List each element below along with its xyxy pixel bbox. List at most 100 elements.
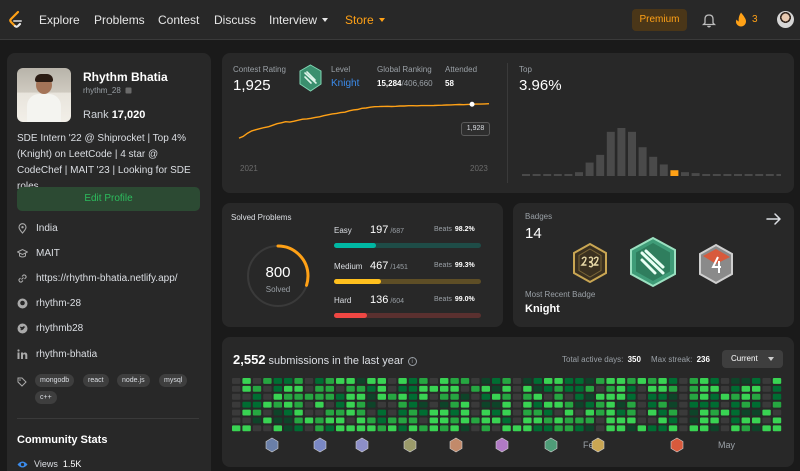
nav-store[interactable]: Store — [345, 13, 385, 27]
linkedin-row[interactable]: rhythm-bhatia — [17, 349, 97, 360]
nav-problems[interactable]: Problems — [94, 13, 145, 27]
heatmap-cell-active — [533, 425, 542, 432]
heatmap-cell-active — [585, 385, 594, 392]
heatmap-cell-active — [731, 393, 740, 400]
monthly-badge-icon — [403, 437, 417, 453]
heatmap-cell-active — [720, 409, 730, 416]
twitter-row[interactable]: rhythmb28 — [17, 323, 83, 334]
heatmap-cell-active — [700, 425, 709, 432]
skill-tag[interactable]: mysql — [159, 374, 188, 387]
heatmap-cell-active — [284, 409, 293, 416]
heatmap-cell-active — [710, 378, 719, 384]
fire-streak-icon[interactable] — [735, 12, 747, 27]
knight-badge-large-icon[interactable] — [628, 236, 678, 288]
rating-distribution-histogram[interactable] — [519, 115, 781, 177]
distribution-bar — [755, 174, 764, 176]
solved-progress-ring[interactable] — [245, 243, 311, 309]
submission-heatmap[interactable] — [232, 378, 784, 434]
rating-history-chart[interactable] — [236, 100, 492, 142]
distribution-bar — [596, 154, 605, 176]
heatmap-cell-active — [408, 385, 418, 392]
edit-profile-button[interactable]: Edit Profile — [17, 187, 200, 211]
heatmap-cell-active — [741, 385, 750, 392]
skill-tag[interactable]: react — [83, 374, 109, 387]
difficulty-progress-fill — [334, 243, 377, 248]
heatmap-cell-active — [575, 378, 584, 384]
skill-tag[interactable]: c++ — [35, 391, 57, 404]
difficulty-progress-track — [334, 243, 481, 248]
heatmap-cell-active — [533, 401, 542, 408]
info-icon[interactable]: i — [407, 357, 417, 366]
month-label: Feb — [583, 440, 599, 450]
heatmap-cell-empty — [304, 401, 314, 408]
website-link[interactable]: https://rhythm-bhatia.netlify.app/ — [36, 273, 178, 284]
twitter-link[interactable]: rhythmb28 — [36, 323, 84, 334]
profile-username: rhythm_28 — [83, 86, 132, 95]
heatmap-cell-active — [304, 393, 314, 400]
nav-explore[interactable]: Explore — [39, 13, 80, 27]
skill-tag[interactable]: node.js — [117, 374, 150, 387]
github-link[interactable]: rhythm-28 — [36, 298, 82, 309]
heatmap-cell-empty — [336, 385, 345, 392]
difficulty-progress-fill — [334, 313, 368, 318]
heatmap-cell-empty — [471, 393, 480, 400]
submissions-label: submissions in the last year — [268, 355, 404, 367]
heatmap-cell-active — [741, 393, 750, 400]
heatmap-cell-active — [315, 417, 324, 424]
heatmap-cell-empty — [304, 409, 314, 416]
top-percent-label: Top — [519, 65, 532, 74]
arrow-right-icon[interactable] — [766, 212, 782, 226]
website-row[interactable]: https://rhythm-bhatia.netlify.app/ — [17, 273, 178, 284]
heatmap-cell-active — [658, 417, 667, 424]
heatmap-cell-empty — [471, 378, 480, 384]
heatmap-cell-active — [294, 417, 303, 424]
divider — [17, 418, 199, 419]
heatmap-cell-active — [554, 401, 563, 408]
github-row[interactable]: rhythm-28 — [17, 298, 81, 309]
heatmap-cell-active — [700, 401, 709, 408]
heatmap-cell-empty — [471, 409, 480, 416]
user-avatar[interactable] — [777, 11, 794, 28]
distribution-bar — [532, 174, 541, 176]
beats-label: Beats — [434, 296, 452, 303]
heatmap-cell-active — [492, 417, 501, 424]
heatmap-cell-active — [700, 378, 709, 384]
heatmap-cell-active — [658, 385, 667, 392]
distribution-bar — [691, 173, 700, 176]
heatmap-cell-empty — [637, 417, 646, 424]
nav-contest[interactable]: Contest — [158, 13, 200, 27]
skill-tag[interactable]: mongodb — [35, 374, 75, 387]
monthly-badge-icon[interactable] — [697, 243, 735, 285]
heatmap-cell-active — [523, 385, 532, 392]
heatmap-cell-active — [575, 425, 584, 432]
heatmap-cell-active — [408, 409, 418, 416]
heatmap-cell-active — [710, 409, 719, 416]
premium-button[interactable]: Premium — [632, 9, 687, 31]
heatmap-cell-active — [627, 378, 636, 384]
heatmap-cell-active — [554, 393, 563, 400]
heatmap-cell-empty — [263, 425, 272, 432]
heatmap-cell-active — [450, 401, 459, 408]
nav-interview[interactable]: Interview — [269, 13, 329, 27]
heatmap-cell-active — [741, 401, 750, 408]
annual-badge-2022-icon[interactable] — [571, 242, 609, 284]
linkedin-link[interactable]: rhythm-bhatia — [36, 349, 98, 360]
x-axis-start-label: 2021 — [240, 164, 258, 173]
heatmap-cell-active — [648, 378, 657, 384]
streak-count[interactable]: 3 — [752, 14, 758, 25]
heatmap-cell-empty — [772, 409, 782, 416]
heatmap-cell-active — [752, 417, 761, 424]
heatmap-cell-active — [741, 409, 750, 416]
distribution-bar — [606, 131, 615, 176]
solved-total: 800 — [265, 264, 291, 281]
nav-discuss[interactable]: Discuss — [214, 13, 257, 27]
leetcode-logo-icon[interactable] — [8, 10, 24, 30]
heatmap-cell-active — [762, 409, 771, 416]
distribution-bar — [564, 174, 573, 176]
difficulty-name: Medium — [334, 262, 363, 271]
heatmap-cell-active — [284, 425, 293, 432]
heatmap-cell-empty — [637, 401, 646, 408]
bell-icon[interactable] — [702, 12, 716, 28]
solved-total-label: Solved — [265, 285, 291, 294]
period-dropdown[interactable]: Current — [722, 350, 783, 368]
